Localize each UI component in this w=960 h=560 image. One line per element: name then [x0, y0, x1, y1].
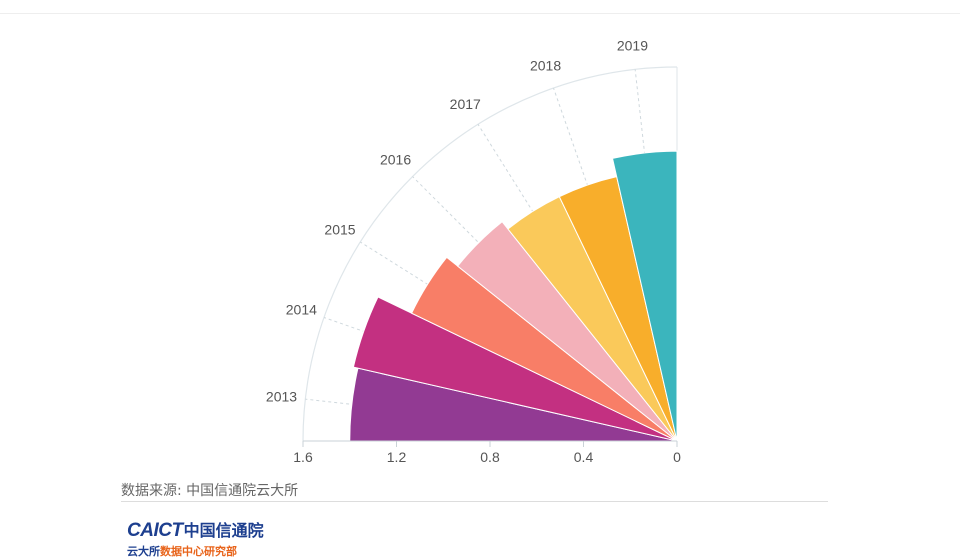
category-label-2014: 2014 [286, 302, 317, 318]
data-source-note: 数据来源: 中国信通院云大所 [121, 483, 299, 499]
logo-sub-b: 数据中心研究部 [160, 545, 237, 558]
top-divider [0, 13, 960, 14]
category-label-2017: 2017 [450, 96, 481, 112]
category-label-2015: 2015 [324, 221, 355, 237]
bar-2019 [611, 150, 678, 442]
radial-tick-label: 0 [673, 449, 681, 465]
bar-2016 [456, 220, 678, 442]
axis-layer: 1.6 1.2 0.8 0.4 0 [293, 440, 681, 465]
logo-cn-text: 中国信通院 [183, 521, 264, 540]
label-layer: 2013 2014 2015 2016 2017 2018 2019 [266, 38, 648, 405]
radial-tick-label: 0.4 [574, 449, 594, 465]
bar-layer [349, 150, 678, 442]
caict-logo: CAICT 中国信通院 云大所数据中心研究部 [127, 517, 264, 559]
category-label-2019: 2019 [617, 38, 648, 54]
radial-tick-label: 1.6 [293, 449, 313, 465]
bar-2015 [410, 256, 678, 442]
radial-tick-label: 0.8 [480, 449, 500, 465]
footer-divider [121, 501, 828, 502]
category-label-2018: 2018 [530, 57, 561, 73]
radial-tick-label: 1.2 [387, 449, 407, 465]
category-label-2013: 2013 [266, 388, 297, 404]
logo-caict-text: CAICT [127, 520, 183, 541]
logo-sub-a: 云大所 [127, 545, 160, 558]
bar-2014 [352, 296, 678, 442]
category-label-2016: 2016 [380, 152, 411, 168]
